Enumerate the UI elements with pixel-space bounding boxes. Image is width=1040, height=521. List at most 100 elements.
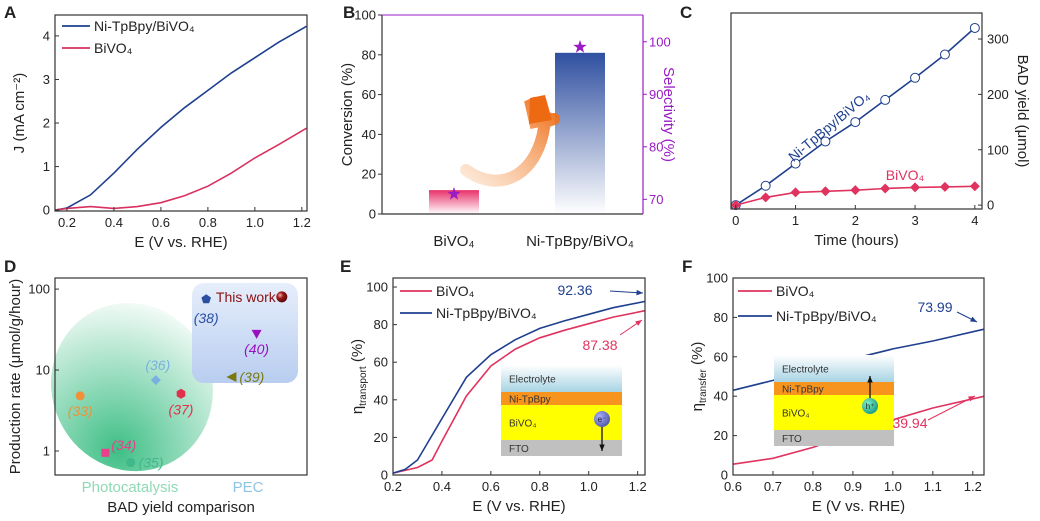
x-tick-label: 0	[732, 213, 739, 228]
point-label: (33)	[68, 403, 93, 419]
arrow-head-icon	[867, 376, 873, 383]
point-label: (40)	[244, 341, 269, 357]
layer-3	[774, 430, 894, 446]
layer-label: BiVO₄	[509, 419, 536, 430]
triangle-down-marker-icon	[251, 329, 262, 339]
panel-letter: C	[680, 3, 692, 22]
carrier-icon	[862, 398, 878, 414]
diamond-marker	[910, 182, 921, 193]
diamond-marker-icon	[150, 375, 161, 386]
y-axis-unit: (%)	[689, 342, 706, 370]
selectivity-star-icon	[573, 40, 587, 53]
open-circle-marker	[939, 49, 950, 60]
x-tick-label: 1.2	[629, 479, 647, 494]
panel-e: Electrolyte Ni-TpBpy BiVO₄ FTO e⁻ 0.2 0.4 0.6 0.…	[349, 277, 647, 515]
series-annotation: Ni-TpBpy/BiVO₄	[785, 88, 873, 165]
y-tick-label: 20	[714, 428, 728, 443]
y-axis-title: BAD yield (μmol)	[1014, 55, 1031, 168]
point-label: (39)	[239, 369, 264, 385]
legend-label: BiVO₄	[436, 283, 475, 299]
panel-letter: A	[4, 3, 16, 22]
y-axis-title: J (mA cm⁻²)	[11, 73, 28, 153]
panel-d: (33) (34)(35) (36) (37) (38) (39) (40) This wor…	[7, 277, 308, 516]
x-tick-label: 0.4	[433, 479, 451, 494]
plot-frame	[392, 277, 646, 476]
y-axis-title: ηtransfer (%)	[689, 342, 709, 412]
x-tick-label: 0.2	[58, 215, 76, 230]
x-tick-label: 0.6	[152, 215, 170, 230]
x-tick-label: 0.7	[764, 479, 782, 494]
increase-arrow-head-icon	[529, 95, 552, 124]
x-tick-label: 4	[971, 213, 978, 228]
y-axis-symbol: η	[349, 406, 366, 414]
y-tick-label: 0	[987, 198, 994, 213]
y-tick-label: 200	[987, 87, 1009, 102]
y-axis-symbol: η	[689, 403, 706, 411]
x-axis-title: Time (hours)	[814, 232, 898, 249]
y2-tick-label: 80	[649, 139, 663, 154]
y2-tick-label: 70	[649, 192, 663, 207]
point-label: (35)	[139, 455, 164, 471]
open-circle-marker	[850, 117, 861, 128]
y-tick-label: 80	[374, 317, 388, 332]
annotation-arrow	[927, 395, 976, 421]
pec-region	[192, 283, 298, 383]
open-circle-marker	[820, 136, 831, 147]
layer-0	[501, 365, 622, 392]
panel-letter: E	[340, 257, 351, 276]
point-label: (36)	[145, 357, 170, 373]
y2-tick-label: 90	[649, 87, 663, 102]
x-tick-label: 0.6	[724, 479, 742, 494]
carrier-icon	[594, 411, 610, 427]
arrow-head-icon	[968, 396, 975, 402]
x-tick-label: 0.2	[384, 479, 402, 494]
x-tick-label: 0.9	[844, 479, 862, 494]
y-tick-label: 3	[43, 72, 50, 87]
point-label: (34)	[111, 437, 136, 453]
y-tick-label: 0	[721, 468, 728, 483]
y-tick-label: 60	[362, 87, 376, 102]
legend-label: BiVO₄	[94, 40, 133, 56]
y-tick-label: 0	[381, 468, 388, 483]
y-tick-label: 60	[714, 349, 728, 364]
arrow-head-icon	[599, 444, 605, 451]
diamond-marker	[790, 187, 801, 198]
y-tick-label: 100	[28, 282, 50, 297]
y-axis-title: Conversion (%)	[339, 63, 356, 166]
device-inset: Electrolyte Ni-TpBpy BiVO₄ FTO h⁺	[774, 355, 894, 446]
layer-label: Electrolyte	[782, 365, 829, 376]
x-tick-label: 1.0	[246, 215, 264, 230]
y-axis-subscript: transfer	[698, 368, 709, 403]
device-inset: Electrolyte Ni-TpBpy BiVO₄ FTO e⁻	[501, 365, 622, 456]
legend-label: Ni-TpBpy/BiVO₄	[436, 305, 537, 321]
x-axis-title: E (V vs. RHE)	[812, 498, 905, 515]
series-annotation: BiVO₄	[886, 167, 925, 183]
y-tick-label: 20	[362, 167, 376, 182]
point-label: (38)	[194, 310, 219, 326]
y-tick-label: 0	[43, 203, 50, 218]
diamond-marker	[969, 181, 980, 192]
x-tick-label: 1.0	[884, 479, 902, 494]
x-tick-label: 1.2	[964, 479, 982, 494]
bar	[429, 190, 479, 214]
open-circle-marker	[910, 72, 921, 83]
value-annotation: 73.99	[917, 299, 952, 315]
diamond-marker	[850, 185, 861, 196]
y2-tick-label: 100	[649, 34, 671, 49]
layer-label: Ni-TpBpy	[782, 385, 824, 396]
y-tick-label: 1	[43, 159, 50, 174]
panel-f: Electrolyte Ni-TpBpy BiVO₄ FTO h⁺ 0.6 0.7 0.8 0.…	[689, 271, 985, 515]
group-label: Photocatalysis	[82, 479, 179, 496]
x-tick-label: 1.2	[293, 215, 311, 230]
layer-3	[501, 440, 622, 456]
y2-axis-title: Selectivity (%)	[660, 67, 677, 162]
y-tick-label: 100	[366, 280, 388, 295]
y-tick-label: 0	[369, 207, 376, 222]
panel-letter: D	[4, 257, 16, 276]
point-label: (37)	[169, 402, 194, 418]
diamond-marker	[760, 192, 771, 203]
y-tick-label: 40	[714, 389, 728, 404]
arrow-head-icon	[635, 320, 642, 326]
series-line	[392, 309, 646, 474]
